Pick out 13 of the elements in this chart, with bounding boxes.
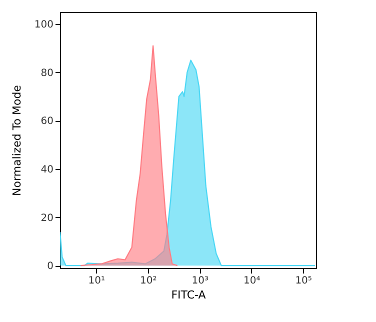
x-tick-label: 10¹ [88,276,106,286]
x-tick-label: 10⁵ [295,276,312,286]
y-tick-label: 20 [40,212,54,224]
y-tick-label: 100 [34,20,54,31]
y-tick-label: 80 [40,68,54,79]
x-tick-label: 10⁴ [243,276,260,286]
y-axis-title: Normalized To Mode [10,84,24,196]
x-tick-label: 10² [140,276,157,286]
y-tick-label: 40 [40,164,54,176]
x-axis-title: FITC-A [171,288,206,302]
y-tick-label: 60 [40,116,54,128]
x-tick-label: 10³ [192,276,208,286]
y-tick-label: 0 [47,261,54,272]
